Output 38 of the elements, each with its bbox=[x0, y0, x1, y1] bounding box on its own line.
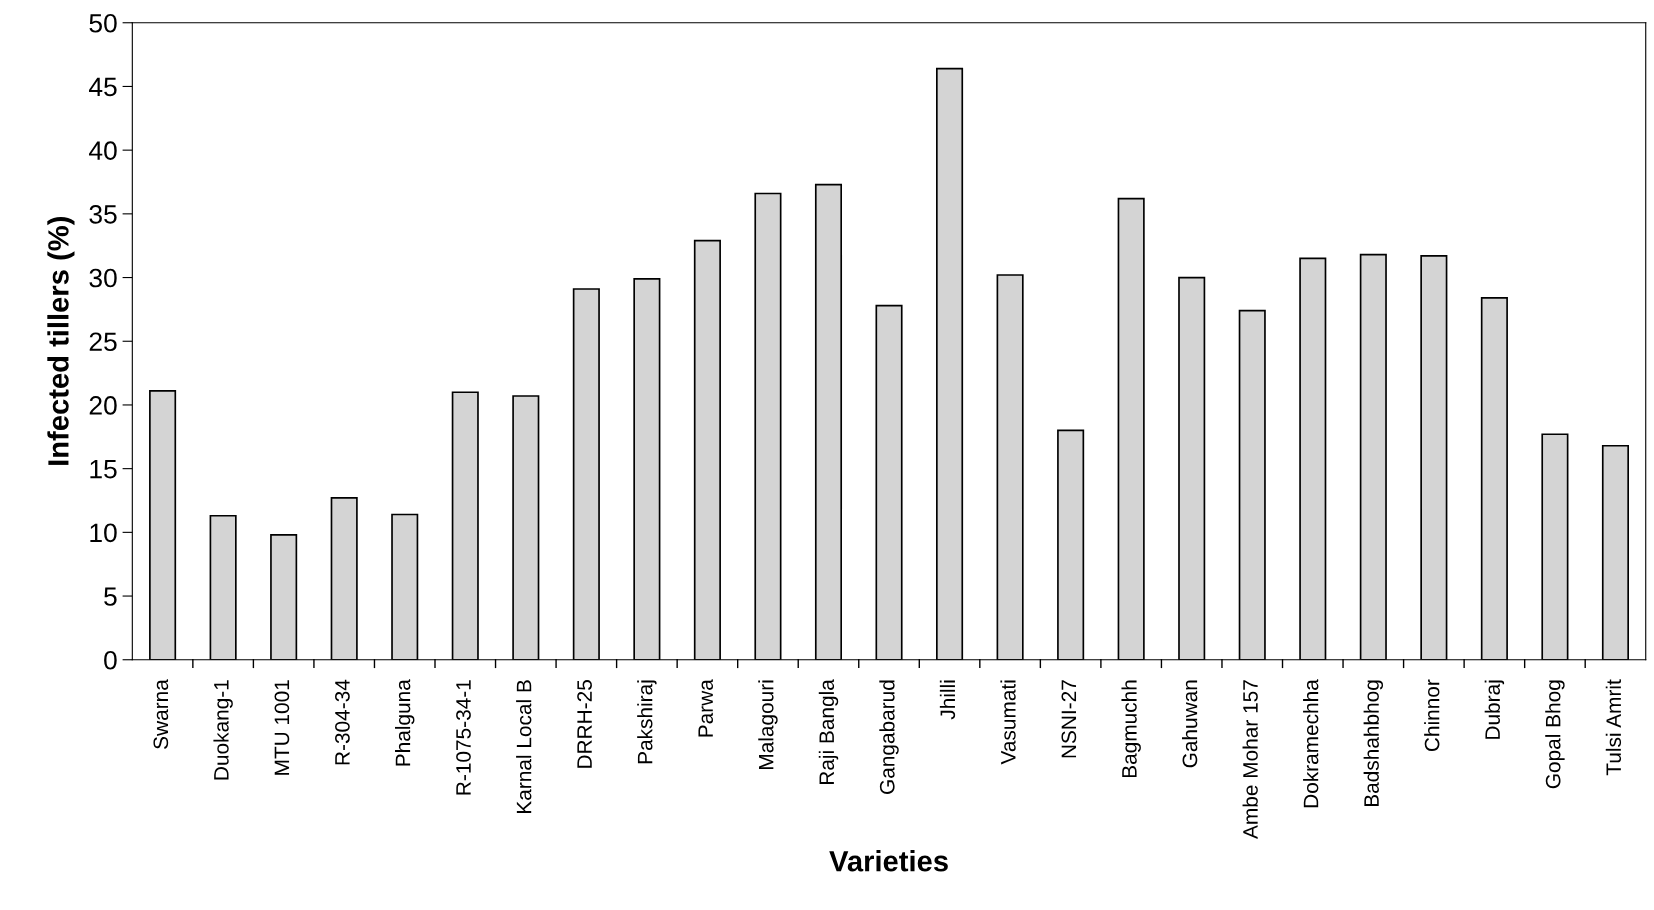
y-tick-label: 30 bbox=[89, 268, 117, 288]
x-tick-label: Raji Bangla bbox=[818, 679, 839, 785]
x-tick-label: Dokramechha bbox=[1303, 679, 1319, 808]
x-tick-label: Malagouri bbox=[758, 680, 778, 769]
y-tick-label: 35 bbox=[89, 204, 117, 224]
y-tick-label: 40 bbox=[88, 141, 117, 160]
x-tick-label: R-1075-34-1 bbox=[456, 680, 471, 795]
x-tick-label: Swarna bbox=[153, 679, 169, 749]
x-tick-label: Phalguna bbox=[395, 679, 415, 766]
y-tick-label: 50 bbox=[89, 13, 117, 33]
x-tick-label: Chinnor bbox=[1424, 679, 1440, 752]
x-tick-label: Duokang-1 bbox=[213, 680, 233, 780]
y-axis-title: Infected tillers (%) bbox=[47, 217, 75, 465]
x-tick-label: Tulsi Amrit bbox=[1605, 679, 1622, 776]
y-tick-label: 15 bbox=[90, 460, 117, 479]
x-tick-label: Bagmuchh bbox=[1121, 680, 1141, 778]
y-tick-label: 25 bbox=[89, 332, 117, 352]
y-tick-label: 20 bbox=[89, 396, 117, 415]
x-tick-label: Pakshiraj bbox=[637, 680, 657, 764]
y-tick-label: 10 bbox=[90, 523, 117, 543]
x-tick-label: Gangabarud bbox=[879, 680, 899, 794]
x-tick-label: Ambe Mohar 157 bbox=[1242, 680, 1258, 839]
y-tick-label: 5 bbox=[104, 587, 117, 606]
x-tick-label: DRRH-25 bbox=[577, 680, 592, 768]
x-tick-label: Vasumati bbox=[1000, 680, 1016, 765]
x-tick-label: Dubraj bbox=[1484, 680, 1505, 739]
y-tick-label: 45 bbox=[88, 77, 117, 97]
y-tick-label: 0 bbox=[104, 650, 117, 670]
x-tick-label: Parwa bbox=[698, 679, 714, 737]
x-tick-label: Gahuwan bbox=[1182, 680, 1198, 768]
x-axis-title: Varieties bbox=[829, 850, 948, 872]
x-tick-label: Gopal Bhog bbox=[1545, 680, 1565, 789]
x-tick-label: Karnal Local B bbox=[516, 680, 532, 813]
x-tick-label: R-304-34 bbox=[335, 679, 350, 765]
x-tick-label: Jhilli bbox=[939, 680, 956, 720]
x-tick-label: MTU 1001 bbox=[274, 680, 290, 775]
x-tick-label: NSNI-27 bbox=[1061, 680, 1077, 758]
x-tick-label: Badshahbhog bbox=[1363, 680, 1384, 807]
